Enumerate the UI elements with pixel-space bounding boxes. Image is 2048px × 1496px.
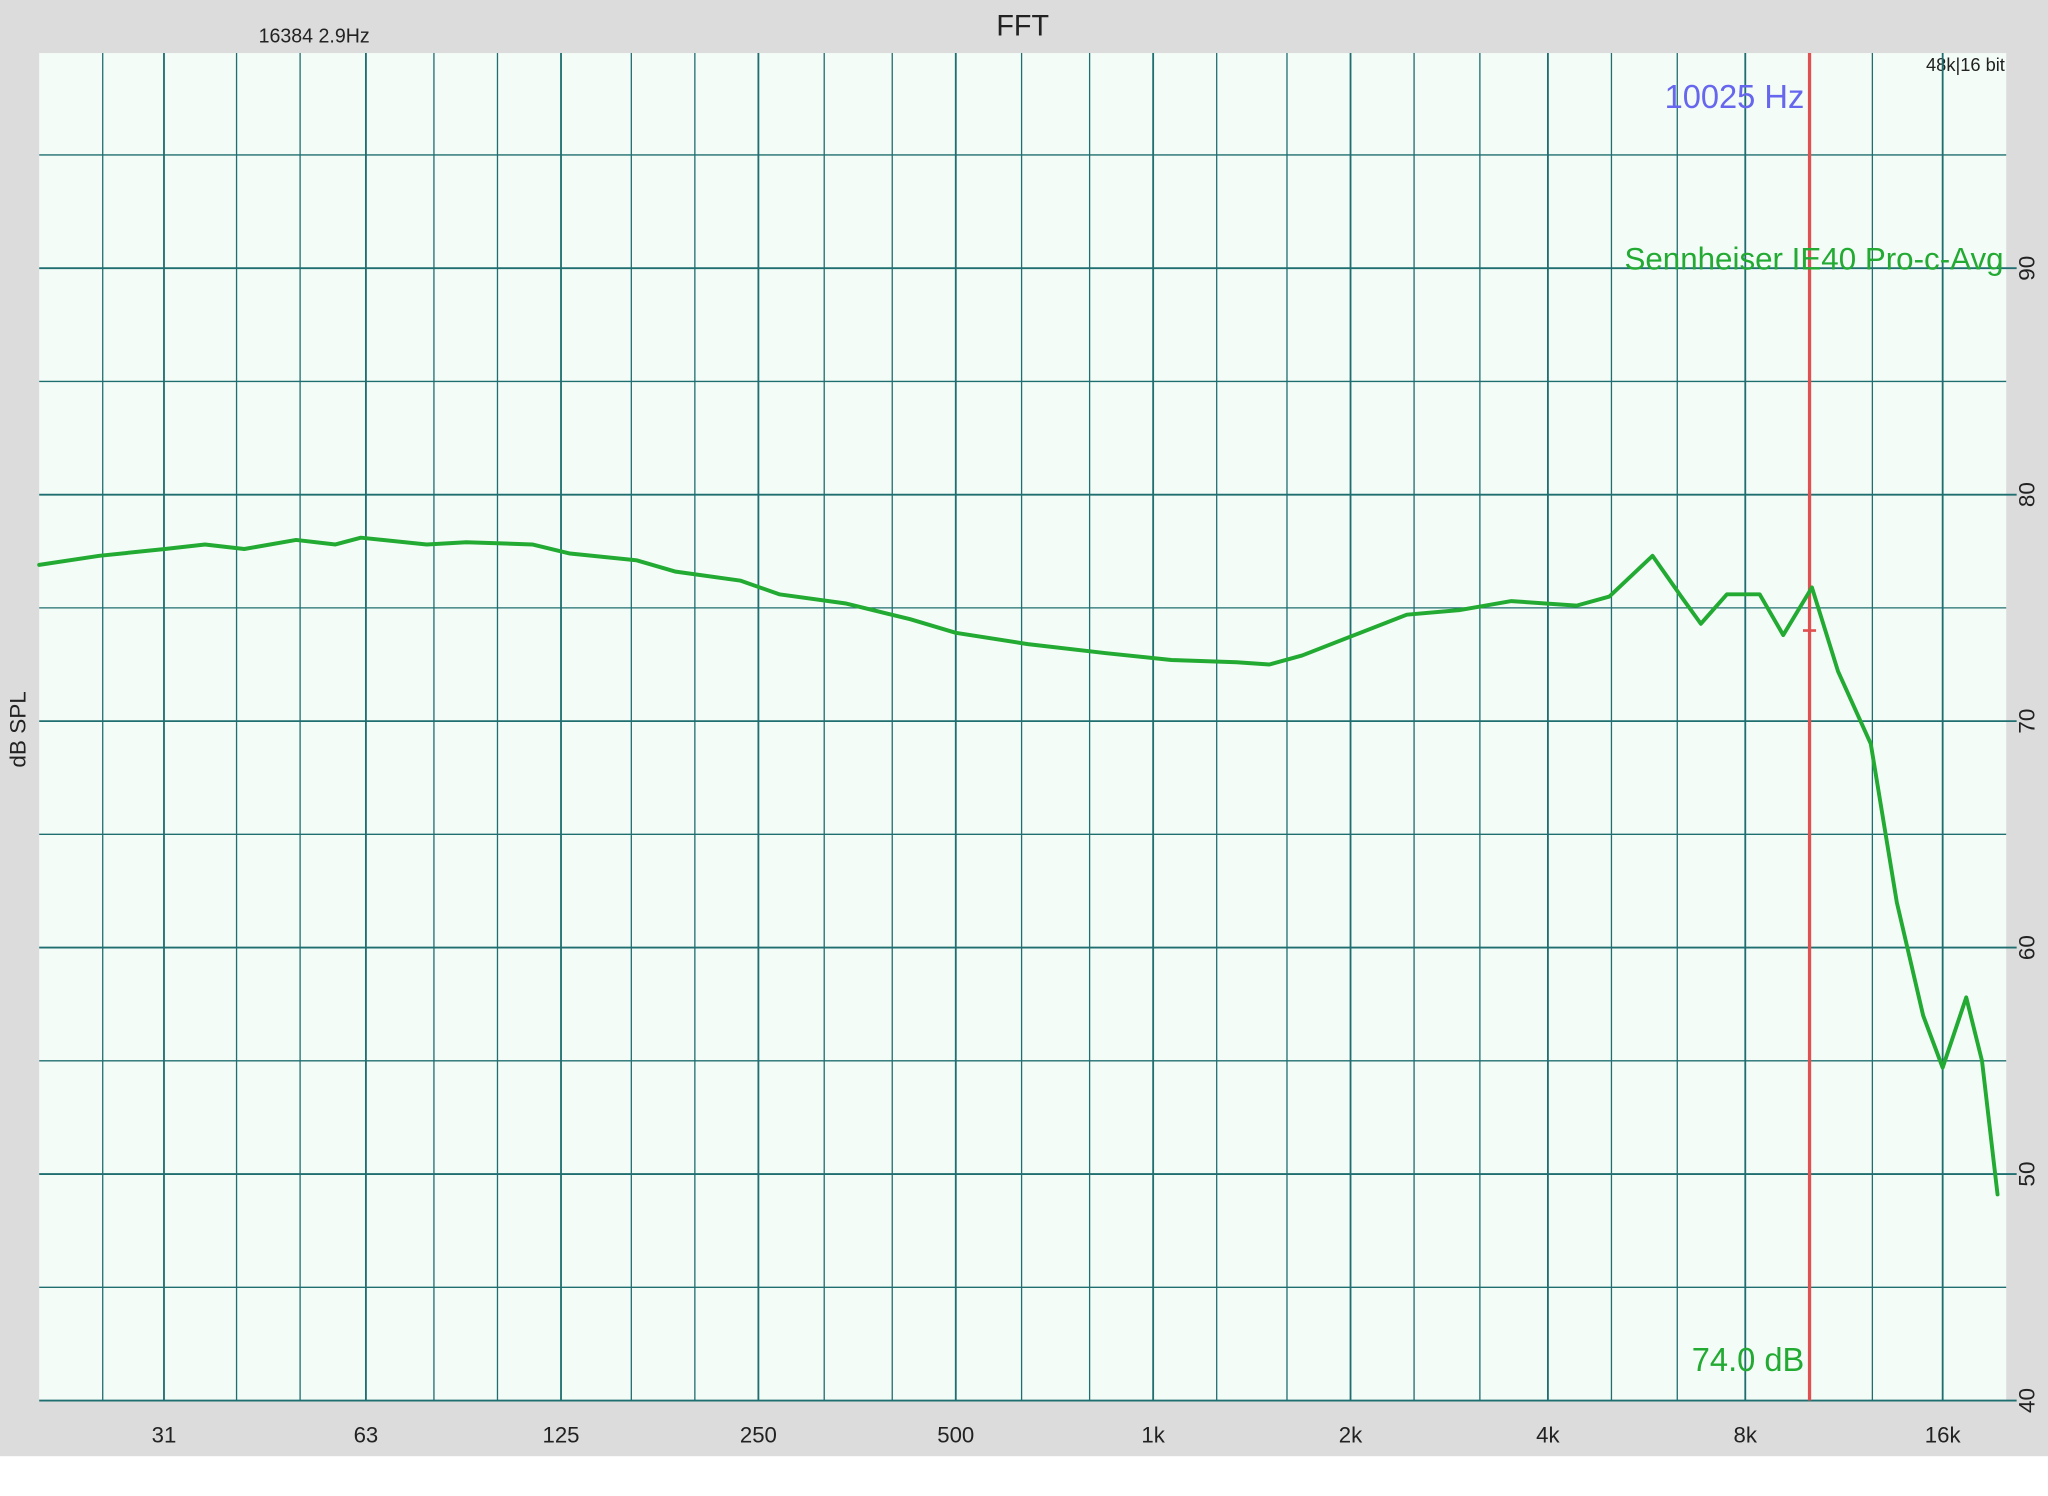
x-tick-label: 500 — [937, 1422, 974, 1447]
legend-entry: Sennheiser IE40 Pro-c-Avg — [1624, 240, 2003, 276]
y-tick-label: 50 — [2014, 1162, 2039, 1187]
x-tick-label: 250 — [740, 1422, 777, 1447]
readout-label: 74.0 dB — [1692, 1341, 1805, 1378]
x-tick-label: 2k — [1339, 1422, 1363, 1447]
x-tick-label: 125 — [543, 1422, 580, 1447]
y-tick-label: 80 — [2014, 482, 2039, 507]
format-info: 48k|16 bit — [1926, 54, 2005, 75]
y-tick-label: 40 — [2014, 1388, 2039, 1413]
cursor-label: 10025 Hz — [1665, 78, 1805, 115]
plot-area — [39, 53, 2007, 1401]
x-tick-label: 63 — [354, 1422, 379, 1447]
x-tick-label: 16k — [1925, 1422, 1962, 1447]
x-tick-label: 8k — [1734, 1422, 1758, 1447]
x-tick-label: 1k — [1141, 1422, 1165, 1447]
marks: 10025 Hz Sennheiser IE40 Pro-c-Avg 74.0 dB — [37, 53, 2004, 1401]
fft-info: 16384 2.9Hz — [259, 25, 370, 47]
y-tick-label: 90 — [2014, 256, 2039, 281]
x-tick-label: 4k — [1536, 1422, 1560, 1447]
series-line — [37, 535, 2000, 1197]
chart-title: FFT — [996, 10, 1049, 42]
x-tick-label: 31 — [152, 1422, 177, 1447]
y-tick-label: 60 — [2014, 935, 2039, 960]
grid — [39, 53, 2017, 1402]
y-axis-label: dB SPL — [6, 691, 31, 767]
y-tick-label: 70 — [2014, 709, 2039, 734]
